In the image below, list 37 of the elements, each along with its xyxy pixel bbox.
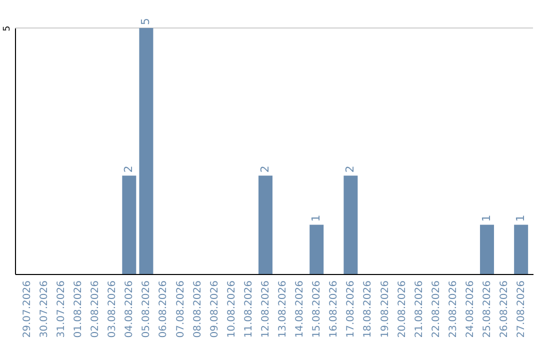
x-tick-label: 12.08.2026: [260, 280, 272, 338]
x-tick-label: 05.08.2026: [141, 280, 152, 338]
x-tick-label: 31.07.2026: [56, 280, 68, 338]
x-tick-label: 30.07.2026: [38, 280, 50, 338]
x-tick-label: 01.08.2026: [73, 280, 84, 338]
x-tick-label: 15.08.2026: [312, 280, 323, 338]
x-tick-label: 06.08.2026: [158, 280, 170, 338]
x-tick-label: 09.08.2026: [209, 280, 220, 338]
x-tick-label: 23.08.2026: [448, 280, 459, 338]
x-tick-label: 27.08.2026: [516, 280, 528, 338]
x-tick-label: 21.08.2026: [414, 280, 425, 338]
x-tick-label: 13.08.2026: [278, 280, 289, 338]
x-tick-label: 20.08.2026: [396, 280, 408, 338]
data-label: 2: [258, 166, 272, 173]
x-tick-label: 24.08.2026: [464, 280, 476, 338]
x-tick-label: 25.08.2026: [482, 280, 493, 338]
x-tick-label: 10.08.2026: [226, 280, 238, 338]
x-tick-label: 07.08.2026: [175, 280, 186, 338]
data-label: 5: [139, 18, 152, 25]
data-label: 2: [122, 166, 136, 173]
x-tick-label: 02.08.2026: [90, 280, 102, 338]
x-tick-label: 29.07.2026: [22, 280, 33, 338]
x-tick-label: 03.08.2026: [107, 280, 118, 338]
x-tick-label: 11.08.2026: [243, 280, 254, 338]
x-tick-label: 26.08.2026: [499, 280, 510, 338]
x-tick-label: 19.08.2026: [380, 280, 391, 338]
data-label: 1: [310, 214, 323, 222]
x-tick-label: 14.08.2026: [294, 280, 306, 338]
x-tick-label: 16.08.2026: [328, 280, 340, 338]
data-label: 1: [514, 214, 528, 222]
x-tick-label: 04.08.2026: [124, 280, 136, 338]
x-tick-label: 18.08.2026: [362, 280, 374, 338]
data-label: 2: [344, 166, 357, 173]
x-tick-label: 08.08.2026: [192, 280, 204, 338]
data-label: 1: [480, 214, 493, 222]
x-tick-label: 22.08.2026: [430, 280, 442, 338]
x-tick-label: 17.08.2026: [346, 280, 357, 338]
